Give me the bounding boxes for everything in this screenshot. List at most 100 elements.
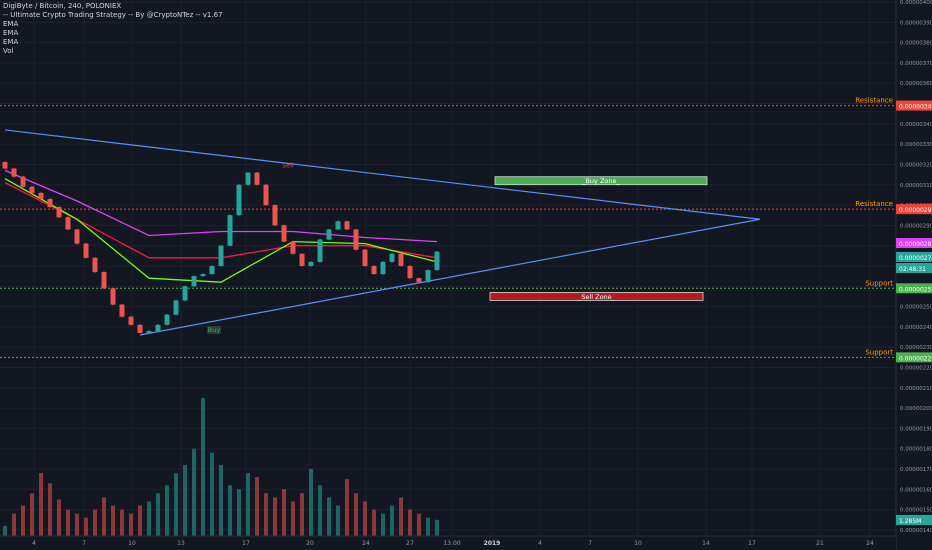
volume-bar <box>345 479 349 536</box>
volume-bar <box>264 493 268 536</box>
candle-body <box>209 265 215 275</box>
level-label: Resistance <box>855 97 893 105</box>
volume-bar <box>363 501 367 536</box>
candle-body <box>317 239 323 262</box>
candle-body <box>281 225 287 242</box>
level-price-tag <box>896 100 932 111</box>
y-tick-label: 0.00000400 <box>900 0 932 6</box>
y-tick-label: 0.00000230 <box>900 345 932 351</box>
candle-body <box>254 172 260 185</box>
volume-bar <box>291 501 295 536</box>
candle-body <box>38 192 44 199</box>
y-tick-label: 0.00000310 <box>900 183 932 189</box>
volume-bar <box>12 513 16 536</box>
candle-body <box>227 215 233 246</box>
x-tick-label: 10 <box>128 540 136 547</box>
candle-body <box>434 251 440 271</box>
price-tag <box>896 252 932 262</box>
y-tick-label: 0.00000180 <box>900 447 932 453</box>
volume-bar <box>300 493 304 536</box>
volume-bar <box>138 505 142 536</box>
volume-bar <box>57 499 61 536</box>
x-tick-label: 24 <box>362 540 370 547</box>
y-tick-label: 0.00000220 <box>900 365 932 371</box>
candle-body <box>290 241 296 254</box>
x-tick-label: 17 <box>748 540 756 547</box>
x-tick-label: 21 <box>816 540 824 547</box>
volume-bar <box>111 505 115 536</box>
candle-body <box>173 300 179 315</box>
x-tick-label: 7 <box>82 540 86 547</box>
volume-bar <box>120 509 124 536</box>
price-tag <box>896 263 932 273</box>
volume-bar <box>93 509 97 536</box>
volume-bar <box>156 493 160 536</box>
candle-body <box>245 172 251 185</box>
volume-bar <box>426 517 430 536</box>
indicator-volume: Vol <box>3 47 14 55</box>
volume-bar <box>255 477 259 536</box>
candle-body <box>389 253 395 262</box>
price-tag-label: 1.285M <box>899 518 921 525</box>
volume-bar <box>210 452 214 536</box>
zone-box <box>489 292 704 301</box>
candle-body <box>353 229 359 250</box>
x-tick-label: 24 <box>866 540 874 547</box>
candle-body <box>398 253 404 266</box>
price-tag <box>896 238 932 248</box>
y-tick-label: 0.00000290 <box>900 223 932 229</box>
candle-body <box>92 257 98 273</box>
price-tag <box>896 515 932 525</box>
signal-buy-bg <box>207 326 221 334</box>
candle-body <box>236 184 242 216</box>
candle-body <box>326 229 332 240</box>
candle-body <box>137 324 143 333</box>
x-tick-label: 14 <box>702 540 710 547</box>
indicator-ema-1: EMA <box>3 20 19 28</box>
volume-bar <box>246 473 250 536</box>
price-tag-label: 0.00000276 <box>899 255 932 262</box>
signal-sell: Sell <box>282 162 294 170</box>
level-price-label: 0.00000349 <box>899 104 932 111</box>
candle-body <box>416 278 422 283</box>
signal-buy: Buy <box>208 326 221 334</box>
indicator-ema-3: EMA <box>3 38 19 46</box>
candle-body <box>191 276 197 287</box>
x-tick-label: 17 <box>242 540 250 547</box>
candle-body <box>101 272 107 289</box>
y-tick-label: 0.00000200 <box>900 406 932 412</box>
volume-bar <box>228 485 232 536</box>
y-tick-label: 0.00000360 <box>900 81 932 87</box>
candle-body <box>29 186 35 193</box>
level-price-label: 0.00000259 <box>899 286 932 293</box>
y-tick-label: 0.00000340 <box>900 122 932 128</box>
volume-bar <box>39 473 43 536</box>
zone-label: _Buy Zone_ <box>581 177 620 185</box>
y-axis-bg <box>896 0 932 550</box>
ema-line <box>4 178 438 283</box>
volume-bar <box>201 397 205 536</box>
candle-body <box>65 217 71 230</box>
volume-bar <box>408 509 412 536</box>
volume-bar <box>417 513 421 536</box>
volume-bar <box>84 517 88 536</box>
volume-bar <box>3 525 7 536</box>
zone-box <box>494 176 708 186</box>
price-tag-label: 0.00000283 <box>899 241 932 248</box>
candle-body <box>344 221 350 230</box>
x-tick-label: 13:00 <box>443 540 460 547</box>
volume-bar <box>147 501 151 536</box>
level-price-tag <box>896 204 932 215</box>
volume-bar <box>174 473 178 536</box>
y-tick-label: 0.00000170 <box>900 467 932 473</box>
candle-body <box>20 176 26 187</box>
candle-body <box>200 274 206 277</box>
volume-bar <box>102 497 106 536</box>
x-tick-label: 2019 <box>484 540 501 547</box>
x-tick-label: 7 <box>588 540 592 547</box>
candle-body <box>380 261 386 275</box>
volume-bar <box>327 497 331 536</box>
volume-bar <box>399 497 403 536</box>
x-tick-label: 27 <box>406 540 414 547</box>
